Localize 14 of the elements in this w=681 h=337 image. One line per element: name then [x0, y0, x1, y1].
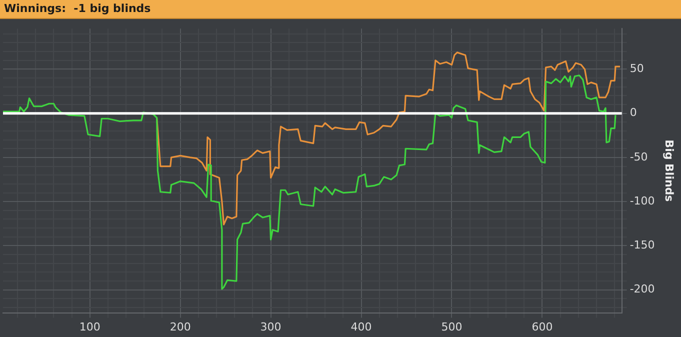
x-tick-label: 400 — [350, 320, 372, 334]
x-tick-label: 200 — [170, 320, 191, 334]
y-axis-title: Big Blinds — [662, 140, 676, 202]
x-tick-label: 300 — [260, 320, 282, 334]
x-tick-label: 600 — [532, 320, 553, 334]
y-tick-label: -50 — [630, 150, 648, 164]
x-tick-label: 100 — [79, 320, 100, 334]
x-tick-label: 500 — [441, 320, 462, 334]
y-tick-label: -200 — [630, 282, 655, 296]
y-tick-label: 50 — [630, 62, 644, 76]
y-tick-label: -150 — [630, 238, 655, 252]
y-tick-label: -100 — [630, 194, 655, 208]
y-tick-label: 0 — [630, 106, 637, 120]
chart-title: Winnings: -1 big blinds — [0, 0, 681, 19]
